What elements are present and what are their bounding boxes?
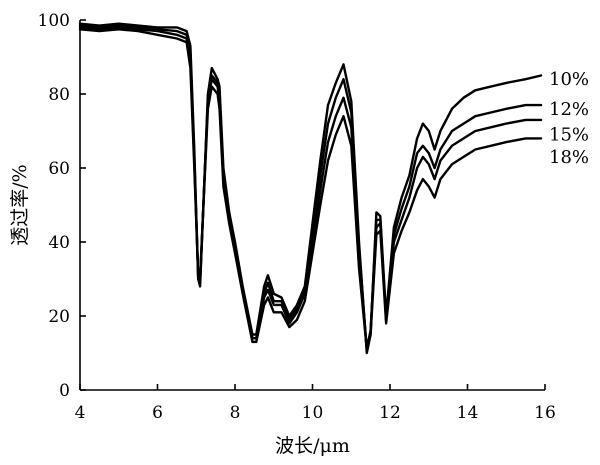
x-tick-label-5: 14 — [457, 403, 479, 423]
x-tick-label-2: 8 — [230, 403, 241, 423]
y-tick-label-5: 100 — [38, 11, 70, 31]
series-label-3: 18% — [549, 147, 589, 168]
series-line-18pct — [78, 28, 543, 351]
y-tick-label-1: 20 — [48, 307, 70, 327]
x-ticks: 4 6 8 10 12 14 16 — [75, 384, 556, 423]
y-tick-label-2: 40 — [48, 233, 70, 253]
y-tick-label-3: 60 — [48, 159, 70, 179]
x-axis-title: 波长/μm — [275, 435, 350, 457]
x-tick-label-6: 16 — [534, 403, 556, 423]
series-labels: 10% 12% 15%18% — [549, 69, 589, 168]
series-label-0: 10% — [549, 69, 589, 90]
y-ticks: 0 20 40 60 80 100 — [38, 11, 86, 401]
x-tick-label-0: 4 — [75, 403, 86, 423]
series-label-1: 12% — [549, 99, 589, 120]
y-tick-label-4: 80 — [48, 85, 70, 105]
x-tick-label-4: 12 — [379, 403, 401, 423]
series-label-2: 15% — [549, 125, 589, 146]
series-line-12pct — [78, 24, 543, 351]
series-line-10pct — [78, 22, 543, 355]
series-group — [78, 22, 543, 355]
axes — [79, 20, 545, 391]
y-tick-label-0: 0 — [59, 381, 70, 401]
y-axis-title: 透过率/% — [9, 164, 31, 245]
x-tick-label-3: 10 — [302, 403, 324, 423]
x-tick-label-1: 6 — [152, 403, 163, 423]
series-line-15pct — [78, 26, 543, 351]
